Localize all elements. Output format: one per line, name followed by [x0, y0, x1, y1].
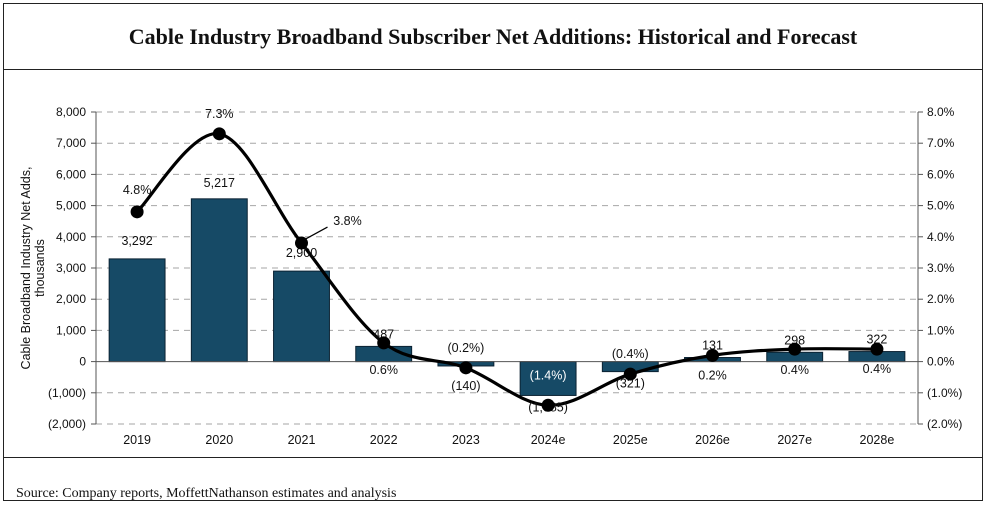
- y-axis-title: Cable Broadband Industry Net Adds,thousa…: [19, 167, 47, 370]
- growth-point: [212, 127, 226, 141]
- growth-point: [623, 367, 637, 381]
- growth-value-label: 0.2%: [698, 368, 727, 382]
- y2-tick-label: 8.0%: [927, 105, 955, 119]
- y2-tick-label: (2.0%): [927, 417, 962, 431]
- bar-value-label: 487: [373, 327, 394, 341]
- bar-value-label: 3,292: [121, 234, 152, 248]
- y2-tick-label: 3.0%: [927, 261, 955, 275]
- bar-value-label: 131: [702, 339, 723, 353]
- x-tick-label: 2020: [205, 433, 233, 447]
- bar-value-label: 322: [866, 333, 887, 347]
- source-note: Source: Company reports, MoffettNathanso…: [16, 486, 397, 501]
- growth-line: [135, 132, 877, 407]
- y-tick-label: (1,000): [48, 386, 86, 400]
- x-tick-label: 2023: [452, 433, 480, 447]
- bar-value-label: 298: [784, 333, 805, 347]
- growth-point: [788, 342, 802, 356]
- growth-value-label: 0.4%: [780, 363, 809, 377]
- y-tick-label: 4,000: [56, 230, 86, 244]
- bar: [273, 270, 330, 363]
- x-tick-label: 2019: [123, 433, 151, 447]
- growth-point: [295, 236, 308, 250]
- y2-tick-label: (1.0%): [927, 386, 962, 400]
- growth-value-label: (1.4%): [530, 368, 567, 382]
- growth-value-label: (0.2%): [447, 341, 484, 355]
- y-tick-label: (2,000): [48, 417, 86, 431]
- source-bar: Source: Company reports, MoffettNathanso…: [4, 457, 982, 502]
- y2-tick-label: 5.0%: [927, 199, 955, 213]
- x-tick-label: 2021: [288, 433, 316, 447]
- bar: [108, 258, 166, 363]
- growth-value-label: 0.4%: [863, 362, 892, 376]
- y2-tick-label: 4.0%: [927, 230, 955, 244]
- x-tick-label: 2022: [370, 433, 398, 447]
- bar: [519, 361, 577, 396]
- y2-tick-label: 0.0%: [927, 355, 955, 369]
- bar-value-label: (321): [616, 377, 645, 391]
- growth-point: [130, 205, 144, 219]
- title-bar: Cable Industry Broadband Subscriber Net …: [4, 4, 982, 70]
- y-tick-label: 5,000: [56, 199, 86, 213]
- growth-point: [541, 398, 555, 412]
- y-tick-label: 6,000: [56, 167, 86, 181]
- y-tick-label: 2,000: [56, 292, 86, 306]
- growth-value-label: 3.8%: [333, 214, 362, 228]
- growth-value-label: 7.3%: [205, 107, 234, 121]
- growth-point: [870, 342, 884, 356]
- y2-tick-label: 6.0%: [927, 167, 955, 181]
- x-tick-label: 2025e: [613, 433, 648, 447]
- y-axis-title-line: thousands: [33, 239, 47, 297]
- growth-point: [459, 361, 473, 375]
- y2-tick-label: 2.0%: [927, 292, 955, 306]
- y-tick-label: 1,000: [56, 323, 86, 337]
- bar-value-label: 2,900: [286, 246, 317, 260]
- label-leader: [305, 226, 328, 240]
- bar-value-label: (140): [451, 379, 480, 393]
- bar-value-label: 5,217: [204, 176, 235, 190]
- x-tick-label: 2026e: [695, 433, 730, 447]
- growth-point: [706, 348, 719, 362]
- x-tick-label: 2028e: [860, 433, 895, 447]
- x-tick-label: 2027e: [777, 433, 812, 447]
- x-tick-label: 2024e: [531, 433, 566, 447]
- growth-value-label: (0.4%): [612, 347, 649, 361]
- bar: [190, 198, 248, 363]
- y-tick-label: 3,000: [56, 261, 86, 275]
- y-tick-label: 0: [79, 355, 86, 369]
- y-tick-label: 8,000: [56, 105, 86, 119]
- y-axis-title-line: Cable Broadband Industry Net Adds,: [19, 167, 33, 370]
- chart-title: Cable Industry Broadband Subscriber Net …: [128, 23, 858, 49]
- growth-value-label: 4.8%: [123, 183, 152, 197]
- y2-tick-label: 7.0%: [927, 136, 955, 150]
- y2-tick-label: 1.0%: [927, 323, 955, 337]
- chart-frame: Cable Industry Broadband Subscriber Net …: [3, 3, 983, 501]
- y-tick-label: 7,000: [56, 136, 86, 150]
- growth-value-label: 0.6%: [369, 363, 398, 377]
- growth-point: [377, 336, 391, 350]
